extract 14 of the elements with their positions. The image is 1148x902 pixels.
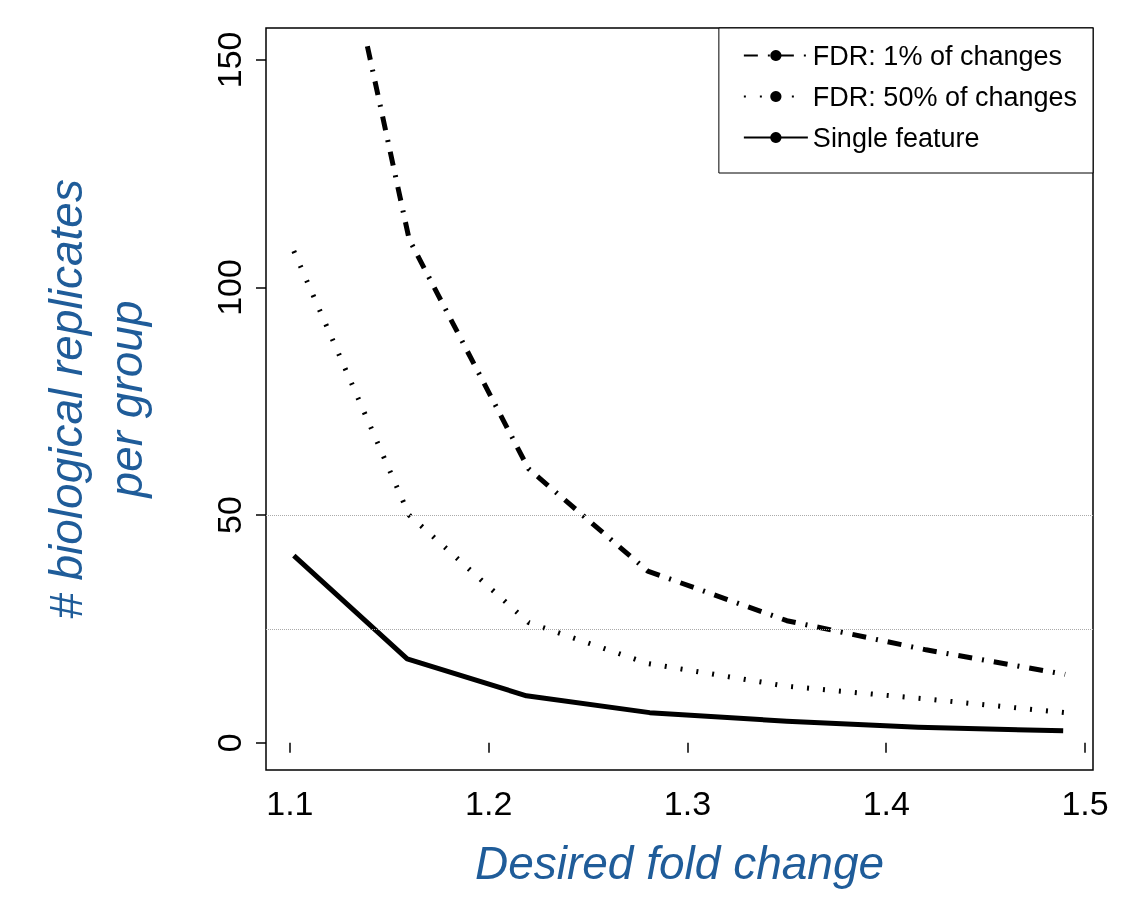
y-axis-title: # biological replicates per group — [40, 179, 152, 619]
x-tick-label: 1.1 — [266, 784, 314, 822]
x-tick-label: 1.2 — [465, 784, 513, 822]
legend-label: FDR: 1% of changes — [812, 40, 1062, 71]
y-tick-label: 0 — [210, 733, 248, 753]
x-tick-label: 1.3 — [663, 784, 712, 822]
y-tick-label: 100 — [210, 259, 248, 316]
legend-label: Single feature — [812, 122, 980, 153]
x-tick-label: 1.5 — [1061, 784, 1109, 822]
x-axis-title: Desired fold change — [474, 837, 885, 889]
legend-label: FDR: 50% of changes — [812, 81, 1078, 112]
y-tick-label: 150 — [210, 31, 248, 89]
y-tick-label: 50 — [210, 496, 248, 534]
x-tick-label: 1.4 — [862, 784, 910, 822]
